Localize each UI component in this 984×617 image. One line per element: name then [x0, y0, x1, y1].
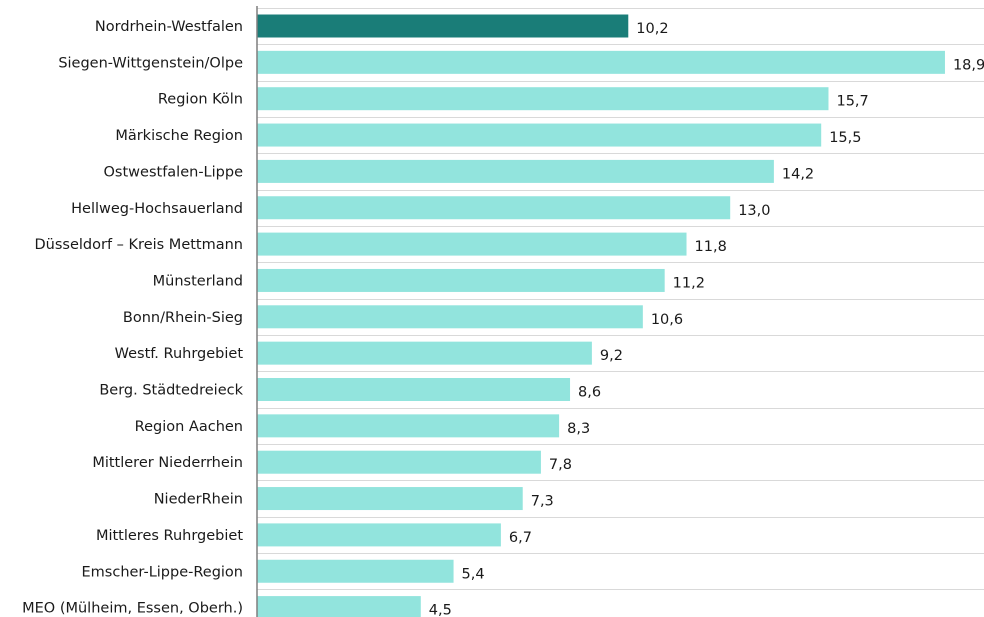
gridlines [257, 8, 984, 590]
bar-4 [257, 159, 774, 183]
bar-12 [257, 450, 541, 474]
value-label: 8,6 [578, 385, 601, 401]
value-label: 5,4 [462, 566, 485, 582]
bar-7 [257, 268, 665, 292]
category-label: Berg. Städtedreieck [99, 383, 243, 399]
bar-0 [257, 14, 629, 38]
bar-16 [257, 596, 421, 617]
bar-10 [257, 378, 571, 401]
value-label: 8,3 [567, 421, 590, 437]
category-label: Mittleres Ruhrgebiet [96, 528, 243, 544]
bar-2 [257, 87, 829, 111]
category-label: NiederRhein [154, 492, 243, 508]
category-label: Mittlerer Niederrhein [92, 455, 243, 471]
bar-1 [257, 50, 945, 74]
category-label: Ostwestfalen-Lippe [104, 164, 244, 180]
category-label: Nordrhein-Westfalen [95, 19, 243, 35]
bar-13 [257, 487, 523, 511]
category-label: Region Köln [158, 92, 243, 108]
bar-6 [257, 232, 687, 256]
value-label: 9,2 [600, 348, 623, 364]
bar-14 [257, 523, 501, 547]
value-label: 10,2 [636, 21, 668, 37]
value-label: 15,5 [829, 130, 861, 146]
category-label: Münsterland [153, 273, 243, 289]
category-label: Hellweg-Hochsauerland [71, 201, 243, 217]
value-label: 6,7 [509, 530, 532, 546]
bar-5 [257, 196, 731, 220]
bars [257, 14, 945, 617]
category-label: Region Aachen [135, 419, 243, 435]
bar-15 [257, 559, 454, 583]
bar-11 [257, 414, 560, 438]
category-label: Düsseldorf – Kreis Mettmann [35, 237, 243, 253]
category-label: MEO (Mülheim, Essen, Oberh.) [22, 601, 243, 617]
bar-9 [257, 341, 592, 365]
category-label: Märkische Region [115, 128, 243, 144]
value-label: 18,9 [953, 57, 984, 73]
category-label: Westf. Ruhrgebiet [115, 346, 244, 362]
value-label: 4,5 [429, 603, 452, 617]
value-label: 15,7 [836, 94, 868, 110]
bar-3 [257, 123, 822, 147]
value-label: 10,6 [651, 312, 683, 328]
value-label: 11,8 [695, 239, 727, 255]
value-label: 7,3 [531, 494, 554, 510]
value-label: 7,8 [549, 457, 572, 473]
category-label: Siegen-Wittgenstein/Olpe [58, 55, 243, 71]
category-labels: Nordrhein-Westfalen Siegen-Wittgenstein/O… [22, 19, 243, 617]
value-label: 11,2 [673, 275, 705, 291]
category-label: Bonn/Rhein-Sieg [123, 310, 243, 326]
value-label: 13,0 [738, 203, 770, 219]
value-label: 14,2 [782, 166, 814, 182]
category-label: Emscher-Lippe-Region [82, 564, 244, 580]
value-labels: 10,2 18,9 15,7 15,5 14,2 13,0 11,8 11,2 10,6 9,2 8… [429, 21, 984, 617]
bar-8 [257, 305, 643, 329]
